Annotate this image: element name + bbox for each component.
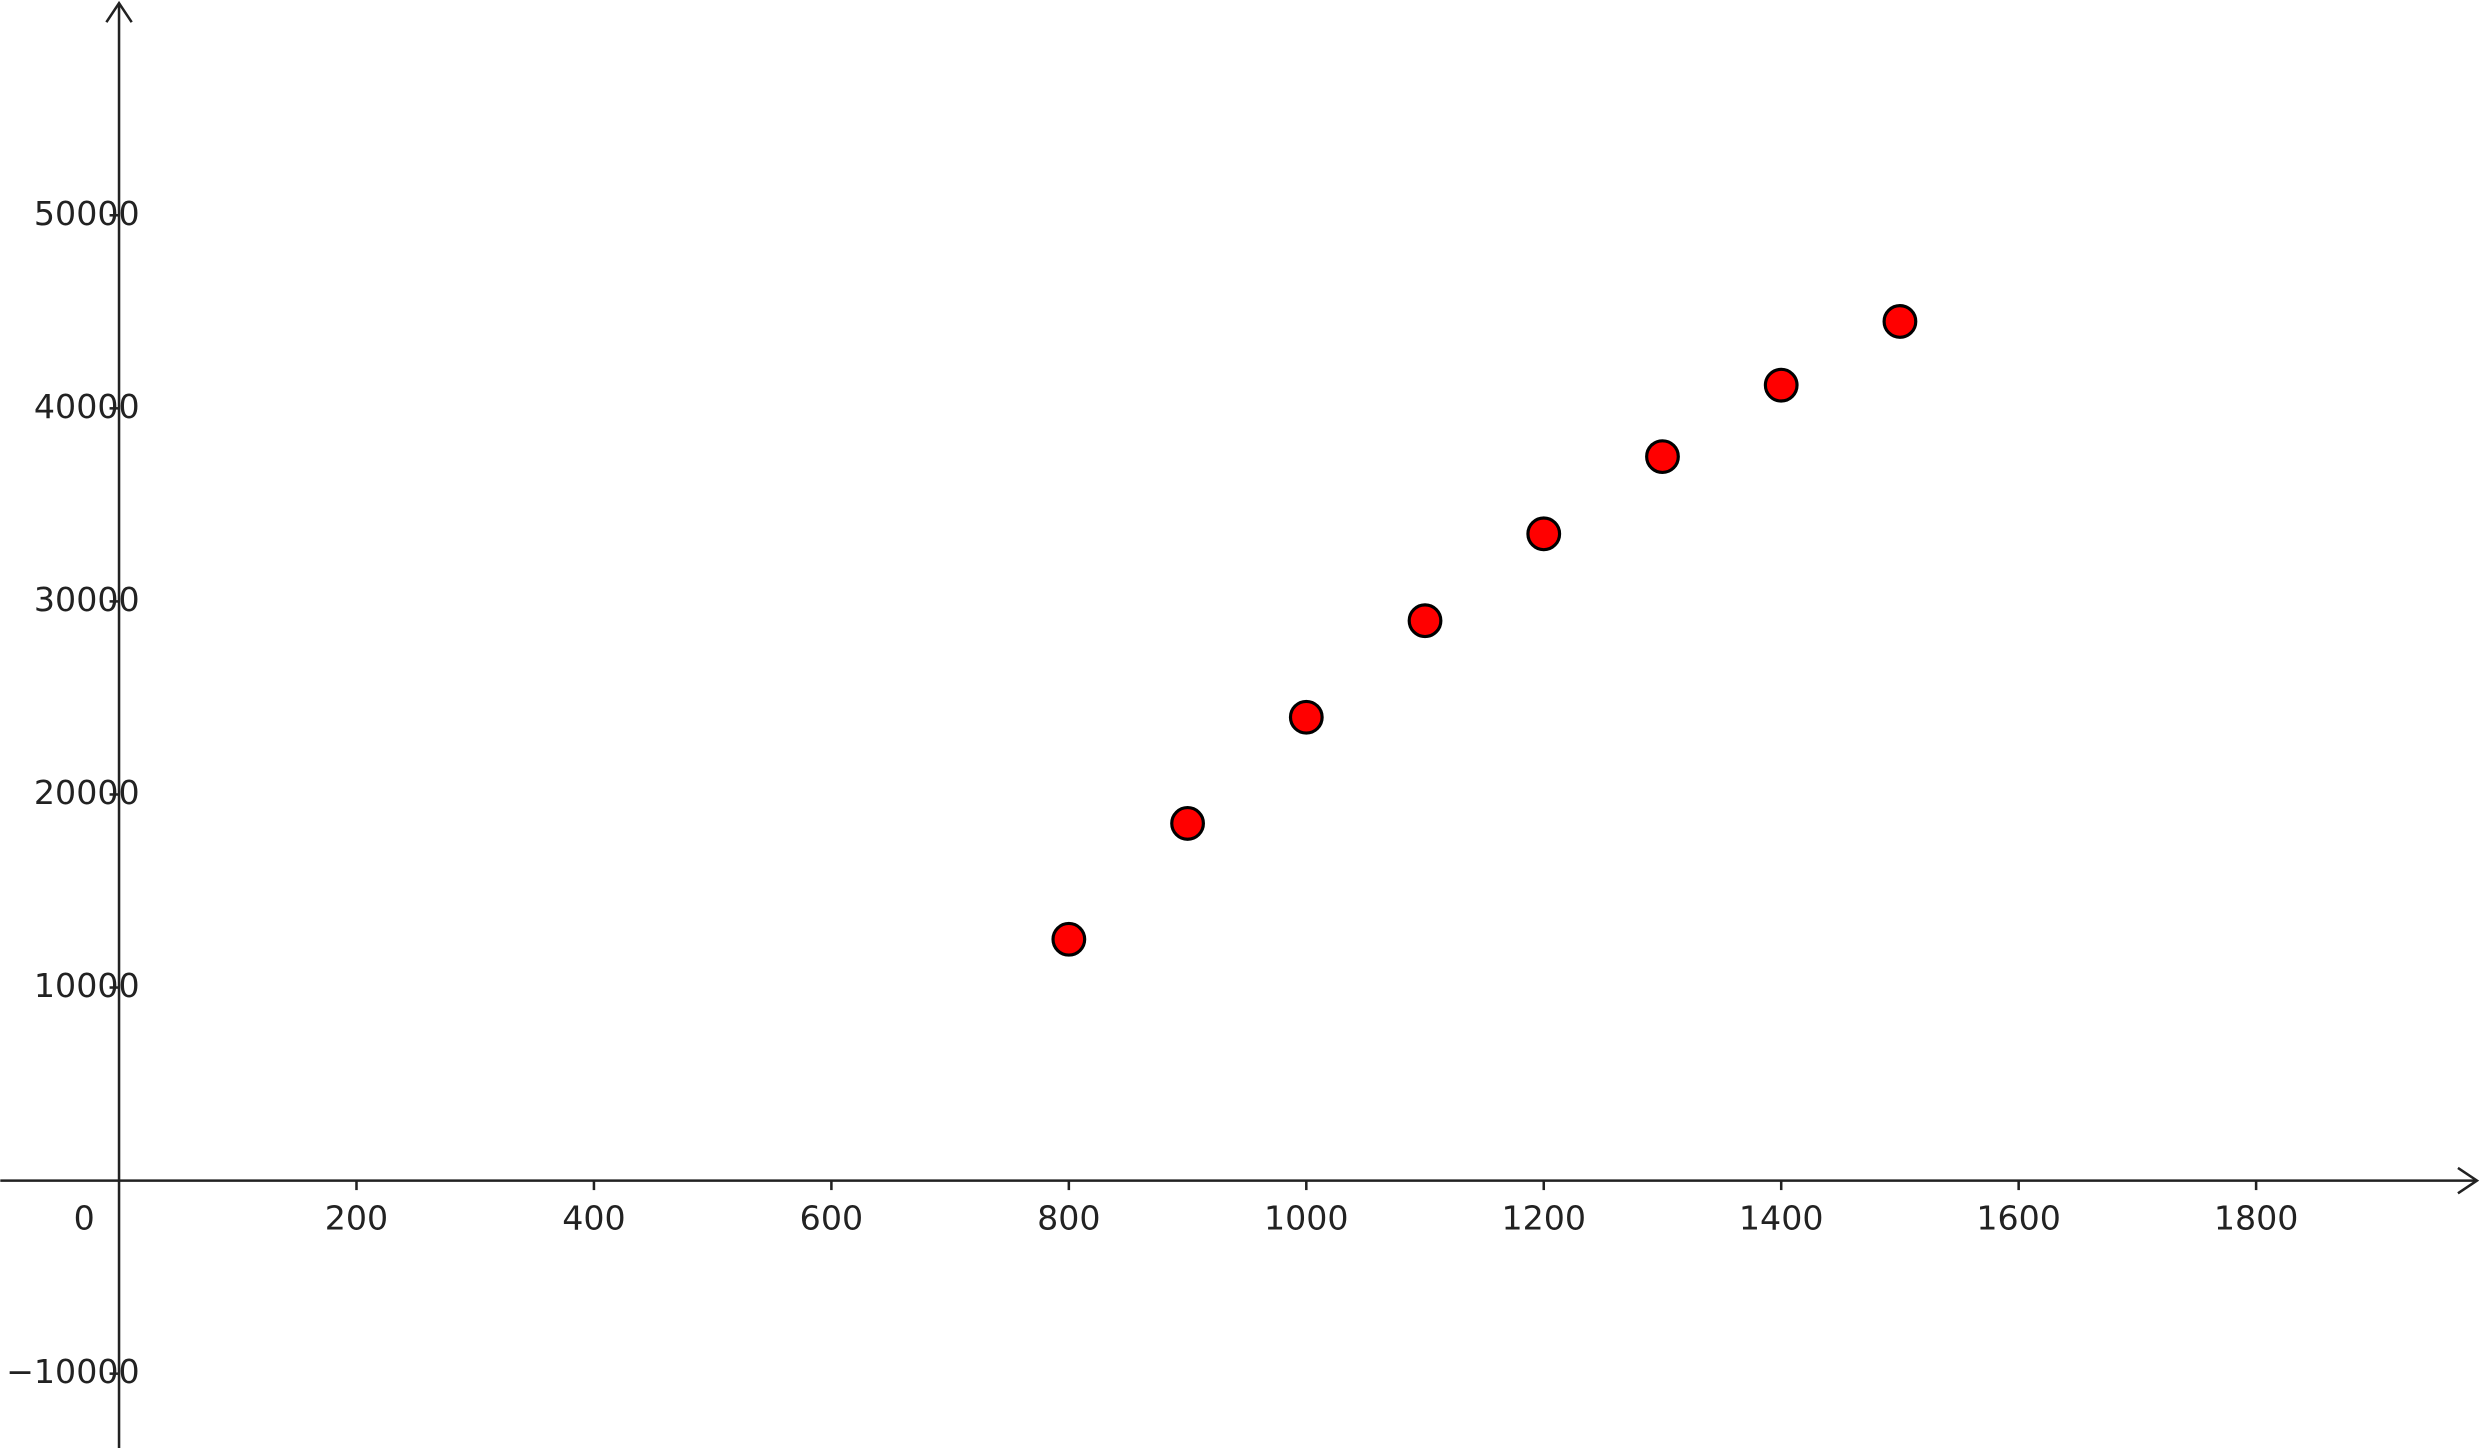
data-point: [1170, 806, 1205, 841]
y-tick-label: 10000: [34, 966, 140, 1005]
data-point: [1645, 439, 1680, 475]
data-point: [1526, 516, 1562, 552]
y-axis-arrow: [105, 0, 133, 23]
data-point: [1051, 921, 1087, 957]
x-tick-label: 200: [325, 1199, 388, 1238]
x-tick-label: 600: [800, 1199, 863, 1238]
y-tick-label: 40000: [34, 387, 140, 426]
origin-label: 0: [74, 1199, 95, 1238]
data-point: [1288, 699, 1324, 735]
data-point: [1407, 603, 1443, 639]
x-tick-label: 1600: [1976, 1199, 2061, 1238]
y-tick-label: 50000: [34, 194, 140, 233]
data-point: [1882, 304, 1918, 339]
x-tick-label: 800: [1037, 1199, 1100, 1238]
x-tick-label: 1400: [1739, 1199, 1824, 1238]
y-tick-label: 20000: [34, 773, 140, 812]
x-tick-label: 1000: [1264, 1199, 1349, 1238]
x-tick-label: 1200: [1501, 1199, 1586, 1238]
x-tick-label: 1800: [2214, 1199, 2299, 1238]
y-tick-label: −10000: [6, 1352, 140, 1391]
x-tick-label: 400: [562, 1199, 625, 1238]
x-axis-arrow: [2457, 1166, 2480, 1195]
y-tick-label: 30000: [34, 580, 140, 619]
data-point: [1763, 367, 1799, 403]
